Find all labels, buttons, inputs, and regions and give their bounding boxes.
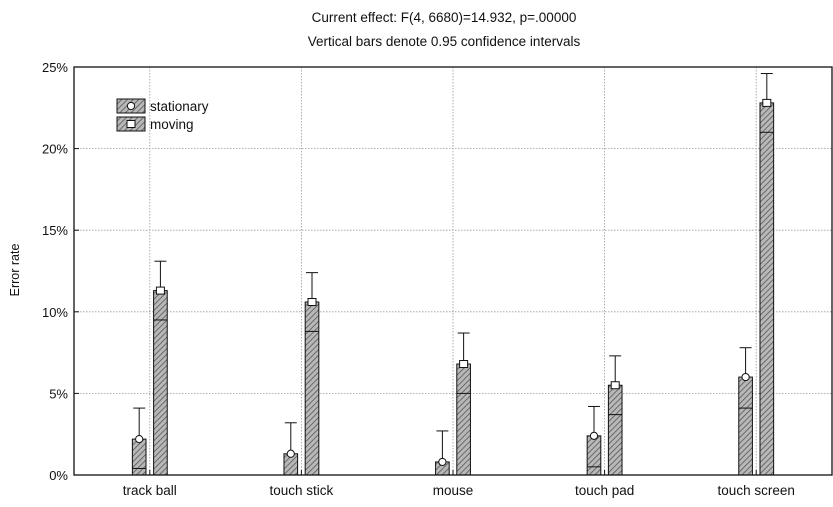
y-ticks: 0% 5% 10% 15% 20% 25% [42,60,757,483]
legend: stationary moving [116,98,209,132]
chart-title: Current effect: F(4, 6680)=14.932, p=.00… [312,10,577,25]
bar [738,376,753,476]
bar [456,363,471,476]
y-tick-label: 10% [42,305,68,320]
square-marker-icon [126,120,136,128]
y-tick-label: 25% [42,60,68,75]
y-tick-label: 20% [42,142,68,157]
bar [304,301,320,476]
bar [586,435,602,476]
mean-marker-square [610,381,620,390]
mean-marker-circle [438,457,447,467]
bar [131,438,147,476]
x-ticks: track ball touch stick mouse touch pad touch… [123,483,795,498]
x-tick-label: touch pad [575,483,634,498]
mean-marker-circle [741,372,750,382]
x-tick-label: track ball [123,483,177,498]
legend-label-stationary: stationary [150,99,209,114]
bar [607,384,623,476]
bar [153,290,168,476]
y-tick-label: 0% [49,468,68,483]
legend-label-moving: moving [150,117,194,132]
circle-marker-icon [126,101,136,111]
y-tick-label: 5% [49,386,68,401]
gridlines [74,67,832,475]
mean-marker-square [155,286,165,295]
mean-marker-circle [286,449,295,458]
mean-marker-circle [589,431,599,440]
y-tick-label: 15% [42,223,68,238]
y-axis-label: Error rate [8,244,22,297]
x-tick-label: touch stick [270,483,334,498]
mean-marker-square [762,98,772,107]
x-tick-label: touch screen [718,483,795,498]
bars [131,73,775,476]
bar [759,102,775,476]
x-tick-label: mouse [433,483,474,498]
mean-marker-square [307,298,317,307]
legend-item-moving: moving [116,116,194,132]
chart-subtitle: Vertical bars denote 0.95 confidence int… [308,34,581,49]
legend-item-stationary: stationary [116,98,209,114]
mean-marker-square [459,360,469,369]
mean-marker-circle [135,434,144,444]
